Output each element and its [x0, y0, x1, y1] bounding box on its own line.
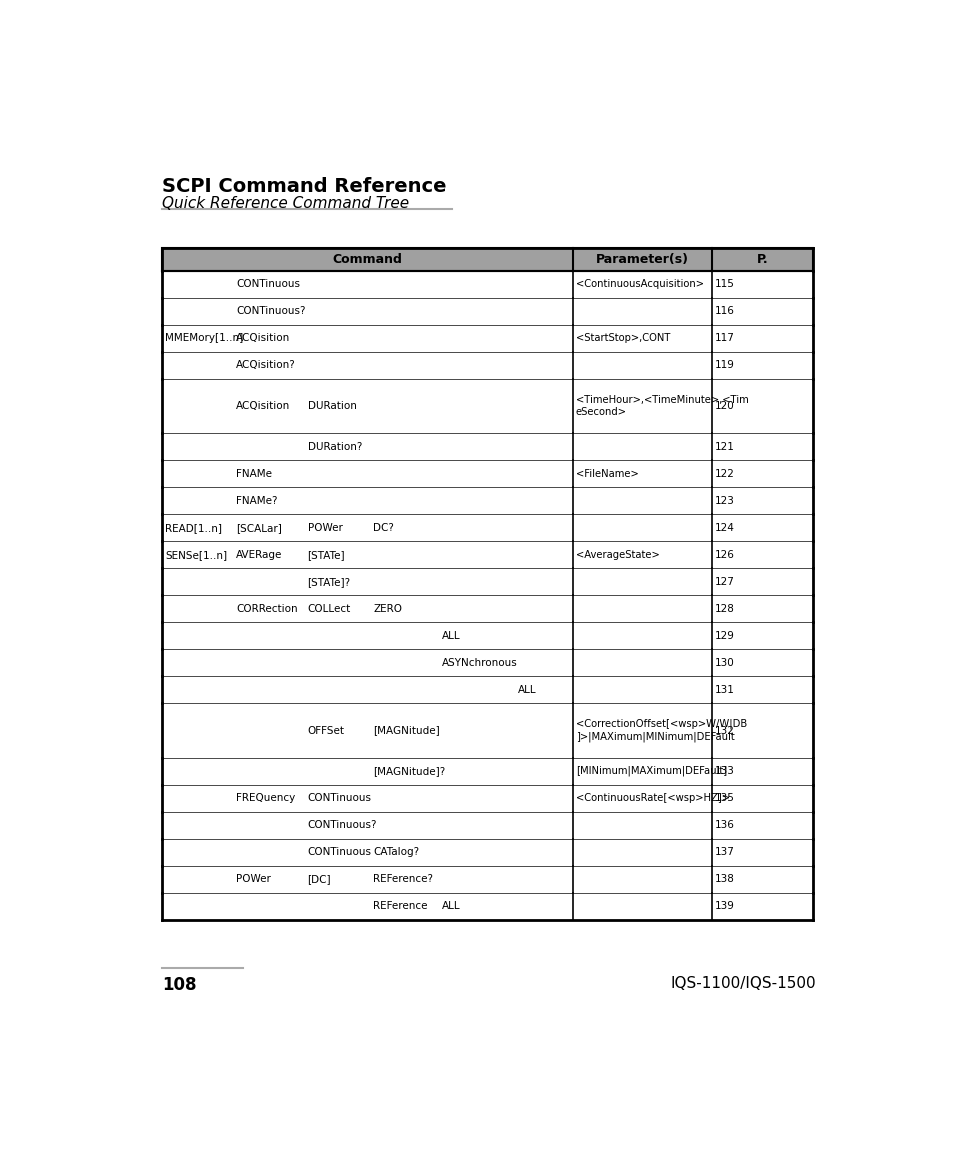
Text: [MINimum|MAXimum|DEFault]: [MINimum|MAXimum|DEFault]	[575, 766, 726, 777]
Text: [MAGNitude]: [MAGNitude]	[373, 726, 439, 736]
Text: Quick Reference Command Tree: Quick Reference Command Tree	[162, 196, 409, 211]
Text: ACQisition?: ACQisition?	[236, 360, 295, 371]
Text: [STATe]: [STATe]	[307, 549, 345, 560]
Text: REFerence?: REFerence?	[373, 874, 433, 884]
Text: OFFSet: OFFSet	[307, 726, 344, 736]
Text: CATalog?: CATalog?	[373, 847, 419, 858]
Text: SENSe[1..n]: SENSe[1..n]	[165, 549, 227, 560]
Text: DURation: DURation	[307, 401, 356, 411]
Text: ZERO: ZERO	[373, 604, 402, 614]
Text: POWer: POWer	[236, 874, 271, 884]
Text: FNAMe?: FNAMe?	[236, 496, 277, 505]
Text: Parameter(s): Parameter(s)	[596, 253, 688, 265]
Text: IQS-1100/IQS-1500: IQS-1100/IQS-1500	[670, 976, 815, 991]
Text: 133: 133	[715, 766, 735, 777]
Text: FREQuency: FREQuency	[236, 793, 295, 803]
Text: 123: 123	[715, 496, 735, 505]
Text: 126: 126	[715, 549, 735, 560]
Text: <TimeHour>,<TimeMinute>,<Tim
eSecond>: <TimeHour>,<TimeMinute>,<Tim eSecond>	[575, 395, 748, 417]
Text: CONTinuous: CONTinuous	[236, 279, 300, 290]
Text: CONTinuous: CONTinuous	[307, 793, 371, 803]
Text: ALL: ALL	[441, 630, 459, 641]
Text: 128: 128	[715, 604, 735, 614]
Text: <ContinuousRate[<wsp>HZ]>: <ContinuousRate[<wsp>HZ]>	[575, 793, 729, 803]
Text: 127: 127	[715, 577, 735, 586]
Text: 124: 124	[715, 523, 735, 533]
Text: 131: 131	[715, 685, 735, 695]
Text: [SCALar]: [SCALar]	[236, 523, 282, 533]
Text: ASYNchronous: ASYNchronous	[441, 658, 517, 668]
Text: 115: 115	[715, 279, 735, 290]
Text: 117: 117	[715, 334, 735, 343]
Text: 129: 129	[715, 630, 735, 641]
Text: [MAGNitude]?: [MAGNitude]?	[373, 766, 445, 777]
Text: 116: 116	[715, 306, 735, 316]
Text: 138: 138	[715, 874, 735, 884]
Text: 121: 121	[715, 442, 735, 452]
Text: REFerence: REFerence	[373, 902, 428, 911]
Text: CONTinuous: CONTinuous	[307, 847, 371, 858]
Text: <AverageState>: <AverageState>	[575, 549, 659, 560]
Bar	[162, 248, 812, 271]
Text: 120: 120	[715, 401, 734, 411]
Text: ALL: ALL	[517, 685, 536, 695]
Text: <ContinuousAcquisition>: <ContinuousAcquisition>	[575, 279, 703, 290]
Text: AVERage: AVERage	[236, 549, 282, 560]
Text: 122: 122	[715, 468, 735, 479]
Text: <CorrectionOffset[<wsp>W/W|DB
]>|MAXimum|MINimum|DEFault: <CorrectionOffset[<wsp>W/W|DB ]>|MAXimum…	[575, 719, 746, 742]
Text: 136: 136	[715, 821, 735, 830]
Text: READ[1..n]: READ[1..n]	[165, 523, 222, 533]
Text: SCPI Command Reference: SCPI Command Reference	[162, 177, 446, 196]
Text: 132: 132	[715, 726, 735, 736]
Text: DURation?: DURation?	[307, 442, 361, 452]
Text: POWer: POWer	[307, 523, 342, 533]
Text: COLLect: COLLect	[307, 604, 351, 614]
Text: ACQisition: ACQisition	[236, 334, 291, 343]
Text: 137: 137	[715, 847, 735, 858]
Text: 108: 108	[162, 976, 196, 994]
Text: MMEMory[1..n]: MMEMory[1..n]	[165, 334, 243, 343]
Text: [DC]: [DC]	[307, 874, 331, 884]
Text: 130: 130	[715, 658, 734, 668]
Text: Command: Command	[332, 253, 402, 265]
Text: DC?: DC?	[373, 523, 394, 533]
Text: ACQisition: ACQisition	[236, 401, 291, 411]
Text: FNAMe: FNAMe	[236, 468, 272, 479]
Text: 139: 139	[715, 902, 735, 911]
Text: ALL: ALL	[441, 902, 459, 911]
Text: CORRection: CORRection	[236, 604, 297, 614]
Text: [STATe]?: [STATe]?	[307, 577, 351, 586]
Text: <StartStop>,CONT: <StartStop>,CONT	[575, 334, 669, 343]
Text: 119: 119	[715, 360, 735, 371]
Text: CONTinuous?: CONTinuous?	[307, 821, 376, 830]
Text: P.: P.	[756, 253, 767, 265]
Text: 135: 135	[715, 793, 735, 803]
Text: <FileName>: <FileName>	[575, 468, 638, 479]
Text: CONTinuous?: CONTinuous?	[236, 306, 306, 316]
